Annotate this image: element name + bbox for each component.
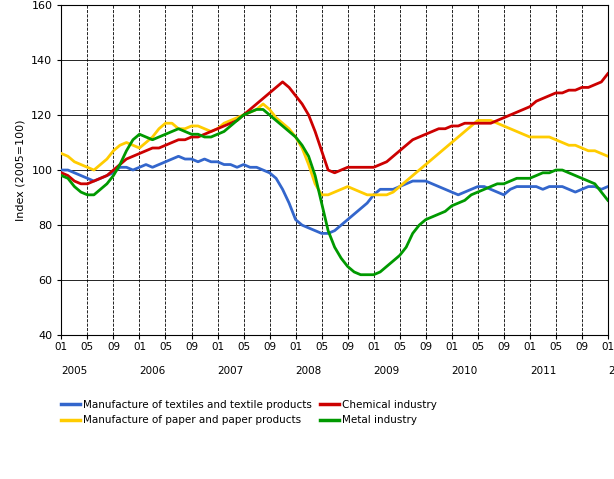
Text: 2006: 2006 (139, 366, 166, 376)
Text: 2010: 2010 (452, 366, 478, 376)
Legend: Manufacture of textiles and textile products, Manufacture of paper and paper pro: Manufacture of textiles and textile prod… (61, 400, 437, 425)
Text: 2005: 2005 (61, 366, 88, 376)
Text: 2011: 2011 (530, 366, 556, 376)
Text: 2007: 2007 (217, 366, 244, 376)
Text: 2009: 2009 (374, 366, 400, 376)
Text: 2008: 2008 (295, 366, 322, 376)
Y-axis label: Index (2005=100): Index (2005=100) (16, 119, 26, 221)
Text: 2012: 2012 (608, 366, 614, 376)
